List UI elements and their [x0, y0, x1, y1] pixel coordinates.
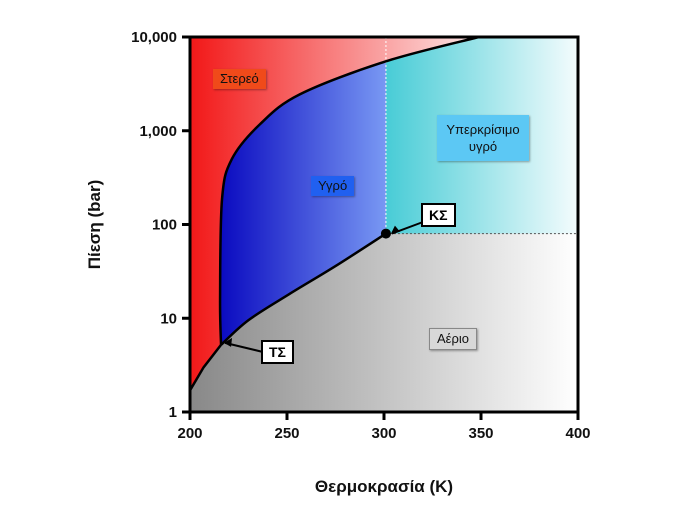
liquid-region — [220, 61, 386, 345]
x-tick-label: 300 — [371, 425, 396, 442]
y-tick-label: 10 — [160, 310, 177, 327]
critical-point-arrowhead — [390, 225, 400, 234]
sublimation-curve — [188, 344, 222, 392]
triple-point-arrowhead — [224, 337, 233, 347]
y-tick-label: 1,000 — [139, 123, 177, 140]
region-label-gas: Αέριο — [429, 328, 477, 350]
y-axis-label: Πίεση (bar) — [85, 180, 104, 270]
region-label-liquid: Υγρό — [311, 176, 355, 196]
y-tick-label: 1 — [169, 404, 177, 421]
region-label-solid: Στερεό — [213, 69, 266, 89]
melting-curve — [218, 35, 480, 345]
triple-point-arrow — [224, 341, 264, 353]
x-tick-label: 250 — [274, 425, 299, 442]
y-tick-label: 10,000 — [131, 29, 177, 46]
triple-point-label: ΤΣ — [261, 340, 294, 364]
x-tick-label: 400 — [565, 425, 590, 442]
y-tick-label: 100 — [152, 217, 177, 234]
x-tick-label: 350 — [468, 425, 493, 442]
x-tick-label: 200 — [177, 425, 202, 442]
critical-point-marker — [380, 228, 391, 239]
critical-point-label: ΚΣ — [421, 203, 456, 227]
x-axis-label: Θερμοκρασία (K) — [315, 477, 453, 496]
vaporization-curve — [220, 232, 387, 346]
region-label-supercritical: Υπερκρίσιμο υγρό — [437, 115, 529, 161]
